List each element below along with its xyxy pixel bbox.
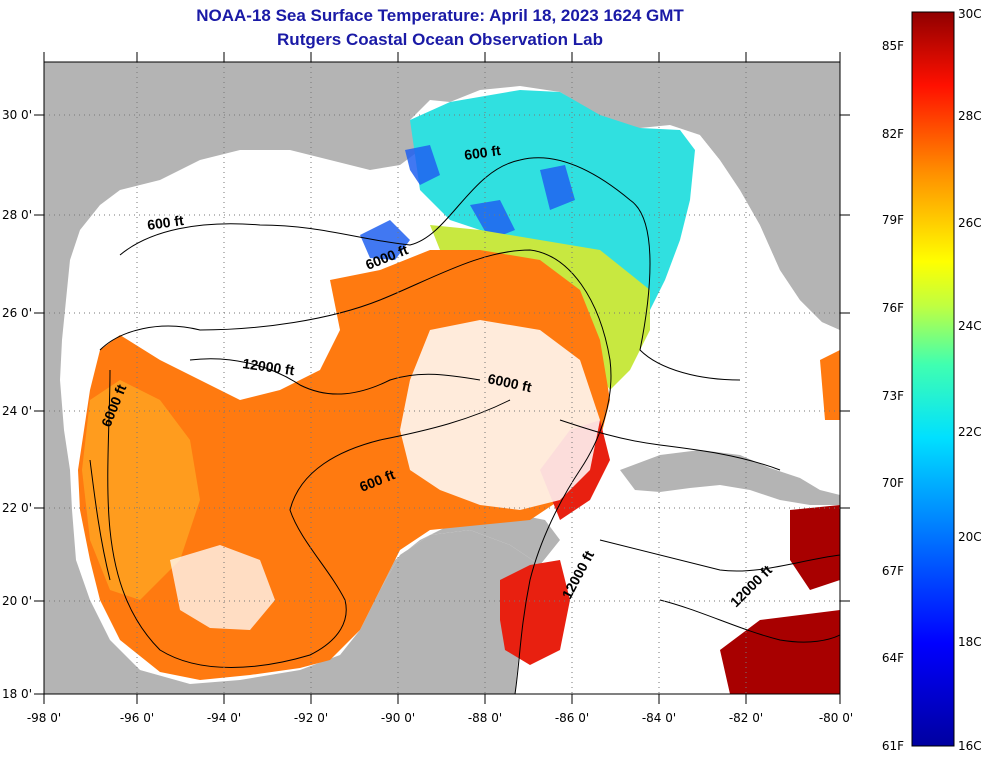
lat-label: 24 0' [2,404,32,418]
lat-label: 20 0' [2,594,32,608]
colorbar-f-label: 76F [882,301,904,315]
lat-label: 28 0' [2,208,32,222]
colorbar-c-label: 20C [958,530,982,544]
colorbar-f-label: 64F [882,651,904,665]
lat-label: 30 0' [2,108,32,122]
sst-east-coast-orange [820,350,840,420]
lon-tick-marks [34,52,850,704]
lat-label: 18 0' [2,687,32,701]
map-frame [43,61,841,695]
temperature-colorbar [911,11,955,747]
land-yucatan [380,515,560,590]
map-subtitle: Rutgers Coastal Ocean Observation Lab [277,30,603,49]
contour-label-600ft-north: 600 ft [463,142,502,163]
graticule [44,62,840,694]
lon-label: -94 0' [207,711,241,725]
contour-label-12000ft-central: 12000 ft [242,355,296,378]
colorbar-f-label: 61F [882,739,904,753]
colorbar-f-label: 67F [882,564,904,578]
lon-label: -98 0' [27,711,61,725]
colorbar-f-label: 73F [882,389,904,403]
cloud-cover-west [150,250,330,350]
land-cuba [620,450,840,505]
lon-label: -82 0' [729,711,763,725]
lat-label: 22 0' [2,501,32,515]
sst-deep-red-east [500,420,610,665]
bathymetry-contours [89,157,840,694]
lon-label: -88 0' [468,711,502,725]
colorbar-c-label: 16C [958,739,982,753]
lat-label: 26 0' [2,306,32,320]
colorbar-c-label: 22C [958,425,982,439]
colorbar-c-label: 28C [958,109,982,123]
colorbar-c-label: 24C [958,319,982,333]
colorbar-f-label: 85F [882,39,904,53]
land-florida [700,130,840,330]
colorbar-f-label: 82F [882,127,904,141]
lon-label: -80 0' [819,711,853,725]
sst-caribbean-dark-red [720,505,840,694]
colorbar-c-label: 18C [958,635,982,649]
cloud-cover-south [170,545,275,630]
lon-label: -84 0' [642,711,676,725]
colorbar-c-label: 26C [958,216,982,230]
contour-label-600ft-west: 600 ft [146,212,185,233]
colorbar-f-label: 70F [882,476,904,490]
sst-cool-blue-patches [360,145,575,260]
cloud-cover [400,320,600,510]
land-north-america [44,62,840,694]
lon-label: -96 0' [120,711,154,725]
map-area: 600 ft 600 ft 6000 ft 12000 ft 6000 ft 6… [44,62,840,694]
lon-label: -92 0' [294,711,328,725]
colorbar-f-label: 79F [882,213,904,227]
map-title: NOAA-18 Sea Surface Temperature: April 1… [196,6,684,25]
lon-label: -86 0' [555,711,589,725]
lon-label: -90 0' [381,711,415,725]
colorbar-c-label: 30C [958,7,982,21]
